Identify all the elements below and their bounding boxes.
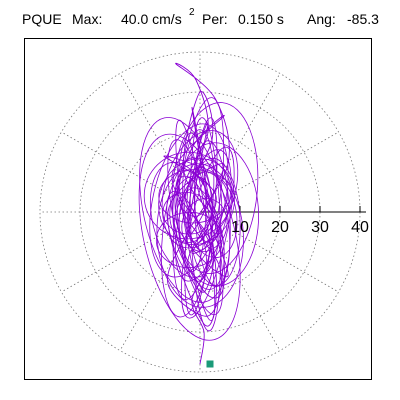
- grid-spoke-330: [234, 231, 339, 293]
- max-exponent: 2: [189, 7, 195, 18]
- orbit-loop-20: [143, 151, 233, 240]
- grid-spoke-60: [219, 73, 281, 178]
- orbit-trace: [138, 62, 260, 365]
- orbit-loop-29: [181, 198, 228, 252]
- per-value: 0.150 s: [238, 11, 284, 27]
- orbit-loop-15: [171, 102, 259, 275]
- grid-spoke-210: [61, 231, 166, 293]
- orbit-loop-4: [138, 133, 241, 341]
- orbit-loop-17: [158, 158, 235, 246]
- grid-spoke-120: [119, 73, 181, 178]
- plot-frame: [24, 38, 372, 380]
- orbit-loop-28: [172, 97, 225, 301]
- orbit-loop-13: [184, 171, 238, 259]
- orbit-loop-33: [161, 130, 239, 249]
- grid-spoke-150: [61, 131, 166, 193]
- max-value: 40.0 cm/s: [121, 11, 182, 27]
- grid-spoke-30: [234, 131, 339, 193]
- orbit-loop-18: [150, 161, 219, 278]
- orbit-series-main: [163, 62, 233, 365]
- orbit-loop-14: [180, 146, 235, 319]
- radial-tick-label-0: 10: [231, 219, 249, 236]
- orbit-loop-32: [184, 117, 218, 316]
- orbit-loop-21: [149, 123, 229, 278]
- chart-header: PQUE Max: 40.0 cm/s 2 Per: 0.150 s Ang: …: [0, 7, 400, 34]
- radial-tick-label-3: 40: [351, 219, 369, 236]
- orbit-loop-30: [166, 190, 207, 282]
- orbit-loop-26: [155, 211, 223, 268]
- ang-value: -85.3: [347, 11, 379, 27]
- orbit-loop-10: [194, 163, 223, 244]
- grid-spoke-300: [219, 246, 281, 351]
- end-marker: [206, 360, 214, 368]
- station-code: PQUE: [22, 11, 62, 27]
- end-marker-layer: [206, 360, 214, 368]
- orbit-loop-23: [139, 117, 231, 303]
- orbit-loop-5: [182, 129, 215, 244]
- grid-spoke-240: [119, 246, 181, 351]
- ang-label: Ang:: [307, 11, 336, 27]
- orbit-loop-2: [158, 169, 228, 224]
- radial-tick-labels: 10 20 30 40: [231, 219, 369, 236]
- orbit-loop-31: [174, 149, 232, 282]
- orbit-loop-24: [174, 175, 226, 299]
- radial-tick-label-1: 20: [271, 219, 289, 236]
- radial-tick-label-2: 30: [311, 219, 329, 236]
- per-label: Per:: [202, 11, 228, 27]
- max-label: Max:: [72, 11, 103, 27]
